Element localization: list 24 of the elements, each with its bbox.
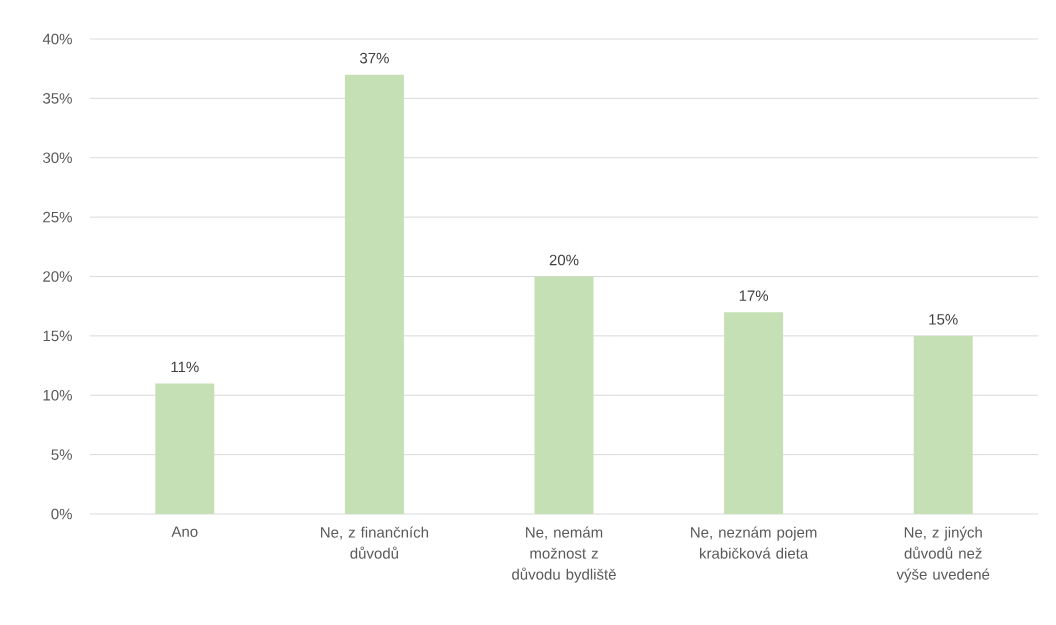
- y-tick-label: 5%: [51, 449, 72, 460]
- data-label: 20%: [549, 254, 579, 266]
- data-label: 17%: [739, 290, 769, 301]
- y-tick-label: 15%: [43, 330, 72, 342]
- x-tick-label: Ne, neznám pojem krabičková dieta: [691, 526, 817, 559]
- bar: [534, 276, 594, 514]
- y-tick-label: 10%: [43, 389, 72, 401]
- y-tick-label: 30%: [43, 152, 72, 164]
- x-tick-label: Ne, z jiných důvodů než výše uvedené: [896, 526, 990, 583]
- x-tick-label: Ne, z finančních důvodů: [321, 526, 429, 559]
- data-label: 11%: [171, 361, 199, 373]
- x-tick-label: Ano: [171, 526, 198, 537]
- y-tick-label: 40%: [42, 33, 72, 45]
- bar: [913, 335, 973, 514]
- bar: [344, 74, 404, 514]
- x-tick-label: Ne, nemám možnost z důvodu bydliště: [512, 526, 616, 583]
- y-tick-label: 35%: [43, 93, 72, 104]
- bar: [155, 383, 215, 514]
- y-tick-label: 0%: [51, 508, 72, 520]
- y-tick-label: 20%: [43, 271, 72, 282]
- data-label: 37%: [359, 52, 389, 64]
- y-tick-label: 25%: [43, 211, 72, 223]
- bar: [724, 312, 784, 514]
- data-label: 15%: [929, 314, 958, 325]
